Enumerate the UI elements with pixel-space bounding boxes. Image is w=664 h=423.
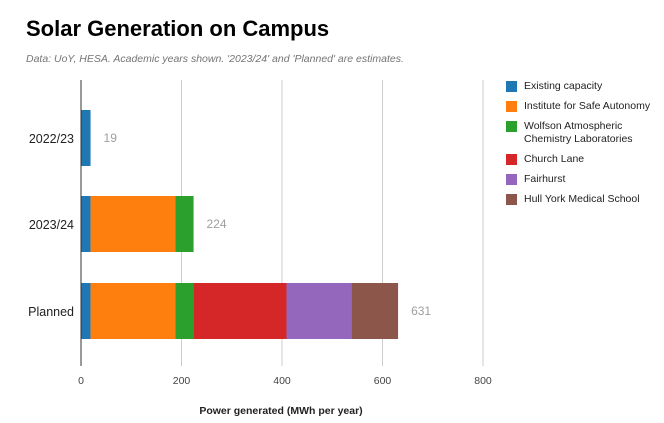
- legend-item[interactable]: Fairhurst: [506, 173, 664, 186]
- legend-label: Fairhurst: [524, 173, 566, 185]
- bar-segment[interactable]: [90, 196, 176, 252]
- legend-item[interactable]: Wolfson Atmospheric Chemistry Laboratorie…: [506, 120, 664, 146]
- x-axis-title: Power generated (MWh per year): [199, 405, 362, 417]
- bar-segment[interactable]: [286, 283, 352, 339]
- y-category-label: 2022/23: [29, 132, 74, 146]
- bar-segment[interactable]: [81, 110, 91, 166]
- y-category-label: 2023/24: [29, 218, 74, 232]
- y-axis-labels: 2022/23 2023/24 Planned: [28, 132, 74, 319]
- legend-swatch: [506, 174, 517, 185]
- legend-label: Existing capacity: [524, 80, 603, 92]
- x-tick-label: 0: [78, 375, 84, 387]
- x-axis-ticks: 0 200 400 600 800: [78, 375, 492, 387]
- x-tick-label: 400: [273, 375, 291, 387]
- bar-segment[interactable]: [81, 196, 91, 252]
- bar-segment[interactable]: [81, 283, 91, 339]
- legend-swatch: [506, 81, 517, 92]
- total-labels: 19 224 631: [104, 131, 432, 318]
- legend-swatch: [506, 194, 517, 205]
- y-category-label: Planned: [28, 305, 74, 319]
- bar-segment[interactable]: [90, 283, 176, 339]
- x-tick-label: 600: [374, 375, 392, 387]
- x-tick-label: 800: [474, 375, 492, 387]
- legend: Existing capacity Institute for Safe Auto…: [506, 80, 664, 213]
- chart-subtitle: Data: UoY, HESA. Academic years shown. '…: [26, 53, 404, 65]
- legend-item[interactable]: Hull York Medical School: [506, 193, 664, 206]
- bar-segment[interactable]: [175, 283, 194, 339]
- legend-item[interactable]: Existing capacity: [506, 80, 664, 93]
- x-tick-label: 200: [173, 375, 191, 387]
- legend-item[interactable]: Institute for Safe Autonomy: [506, 100, 664, 113]
- bar-segment[interactable]: [193, 283, 287, 339]
- total-label: 19: [104, 131, 118, 145]
- bar-segment[interactable]: [351, 283, 399, 339]
- legend-swatch: [506, 121, 517, 132]
- legend-label: Church Lane: [524, 153, 585, 165]
- legend-label: Wolfson Atmospheric: [524, 120, 623, 132]
- legend-label: Hull York Medical School: [524, 193, 640, 205]
- legend-label: Institute for Safe Autonomy: [524, 100, 651, 112]
- bars: [81, 110, 399, 339]
- total-label: 631: [411, 304, 431, 318]
- total-label: 224: [207, 217, 227, 231]
- bar-segment[interactable]: [175, 196, 194, 252]
- legend-item[interactable]: Church Lane: [506, 153, 664, 166]
- chart-title: Solar Generation on Campus: [26, 16, 330, 41]
- legend-label: Chemistry Laboratories: [524, 133, 633, 145]
- legend-swatch: [506, 154, 517, 165]
- legend-swatch: [506, 101, 517, 112]
